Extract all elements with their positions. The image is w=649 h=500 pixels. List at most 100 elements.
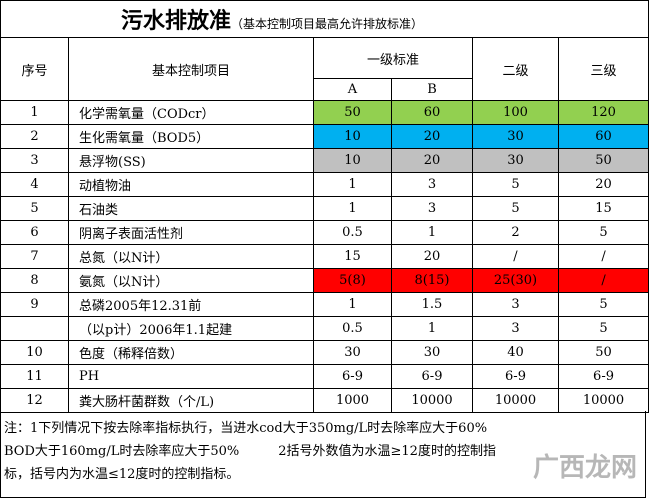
seq-cell: 6 [0, 220, 69, 245]
value-cell: 1000 [313, 388, 392, 413]
value-cell: 20 [557, 172, 649, 197]
item-cell: 粪大肠杆菌群数（个/L) [68, 388, 314, 413]
value-cell: 20 [391, 148, 473, 173]
header-cell: B [391, 78, 473, 101]
notes: 注：1下列情况下按去除率指标执行，当进水cod大于350mg/L时去除率应大于6… [0, 411, 646, 498]
seq-cell: 8 [0, 268, 69, 293]
data-row: 3 悬浮物(SS) 10 20 30 50 [0, 148, 649, 173]
value-cell: 50 [313, 100, 392, 125]
seq-cell: 1 [0, 100, 69, 125]
value-cell: 15 [557, 196, 649, 221]
value-cell: 50 [557, 340, 649, 365]
value-cell: 30 [391, 340, 473, 365]
value-cell: 3 [391, 196, 473, 221]
header-cell: 一级标准 [313, 37, 473, 79]
item-cell: 阴离子表面活性剂 [68, 220, 314, 245]
header-row: A B [1, 78, 649, 101]
note-line: 注：1下列情况下按去除率指标执行，当进水cod大于350mg/L时去除率应大于6… [4, 421, 488, 436]
item-cell: 悬浮物(SS) [68, 148, 314, 173]
watermark: 广西龙网 [532, 453, 637, 483]
value-cell: 40 [472, 340, 559, 365]
item-cell: 化学需氧量（CODcr） [68, 100, 314, 125]
item-cell: 总氮（以N计） [68, 244, 314, 269]
note-line: 标，括号内为水温≤12度时的控制指标。 [4, 467, 240, 482]
value-cell: 1 [391, 316, 473, 341]
value-cell: 6-9 [472, 364, 559, 389]
value-cell: 20 [391, 244, 473, 269]
item-cell: 色度（稀释倍数） [68, 340, 314, 365]
value-cell: 120 [557, 100, 649, 125]
value-cell: 1.5 [391, 292, 473, 317]
header-cell: A [313, 78, 392, 101]
seq-cell [0, 316, 69, 341]
value-cell: 10 [313, 148, 392, 173]
value-cell: 0.5 [313, 316, 392, 341]
data-row: 7 总氮（以N计） 15 20// [0, 244, 649, 269]
value-cell: 1 [313, 172, 392, 197]
value-cell: 60 [391, 100, 473, 125]
value-cell: 1 [313, 292, 392, 317]
item-cell: PH [68, 364, 314, 389]
data-row: （以p计）2006年1.1起建 0.5 1 3 5 [0, 316, 649, 341]
value-cell: 20 [391, 124, 473, 149]
value-cell: 25(30) [472, 268, 559, 293]
value-cell: / [557, 244, 649, 269]
value-cell: 5(8) [313, 268, 392, 293]
title-cell: 污水排放准（基本控制项目最高允许排放标准） [0, 0, 649, 38]
item-cell: 总磷2005年12.31前 [68, 292, 314, 317]
seq-cell: 10 [0, 340, 69, 365]
value-cell: 30 [472, 148, 559, 173]
seq-cell: 11 [0, 364, 69, 389]
value-cell: 0.5 [313, 220, 392, 245]
value-cell: 1 [391, 220, 473, 245]
value-cell: 30 [313, 340, 392, 365]
value-cell: 1 [313, 196, 392, 221]
header-cell: 序号 [0, 37, 69, 101]
data-row: 8 氨氮（以N计） 5(8) 8(15) 25(30) / [0, 268, 649, 293]
data-row: 5 石油类 1 3 5 15 [0, 196, 649, 221]
value-cell: 6-9 [557, 364, 649, 389]
subtitle: （基本控制项目最高允许排放标准） [231, 17, 424, 31]
value-cell: 5 [557, 292, 649, 317]
value-cell: / [557, 268, 649, 293]
value-cell: 15 [313, 244, 392, 269]
title: 污水排放准 [121, 8, 232, 34]
value-cell: 10000 [391, 388, 473, 413]
seq-cell: 4 [0, 172, 69, 197]
value-cell: 5 [472, 196, 559, 221]
value-cell: 30 [472, 124, 559, 149]
value-cell: 100 [472, 100, 559, 125]
seq-cell: 12 [0, 388, 69, 413]
seq-cell: 5 [0, 196, 69, 221]
seq-cell: 2 [0, 124, 69, 149]
value-cell: 5 [557, 316, 649, 341]
header-cell: 基本控制项目 [68, 37, 314, 101]
data-row: 12 粪大肠杆菌群数（个/L) 1000 10000 10000 10000 [0, 388, 649, 413]
value-cell: 3 [391, 172, 473, 197]
data-row: 11 PH 6-9 6-9 6-9 6-9 [0, 364, 649, 389]
standards-table: 污水排放准（基本控制项目最高允许排放标准） 序号 基本控制项目 一级标准 二级 … [0, 0, 649, 413]
data-row: 4 动植物油 1 3 5 20 [0, 172, 649, 197]
note-line: BOD大于160mg/L时去除率应大于50% 2括号外数值为水温≥12度时的控制… [4, 444, 496, 459]
value-cell: 6-9 [313, 364, 392, 389]
title-row: 污水排放准（基本控制项目最高允许排放标准） [0, 0, 649, 38]
value-cell: 3 [472, 316, 559, 341]
data-row: 6 阴离子表面活性剂 0.5 1 2 5 [0, 220, 649, 245]
seq-cell: 9 [0, 292, 69, 317]
value-cell: 10 [313, 124, 392, 149]
header-cell: 三级 [557, 37, 649, 101]
seq-cell: 3 [0, 148, 69, 173]
item-cell: 生化需氧量（BOD5） [68, 124, 314, 149]
seq-cell: 7 [0, 244, 69, 269]
data-row: 10 色度（稀释倍数） 30 30 40 50 [0, 340, 649, 365]
value-cell: 2 [472, 220, 559, 245]
header-cell: 二级 [472, 37, 559, 101]
data-row: 2 生化需氧量（BOD5） 10 20 30 60 [0, 124, 649, 149]
value-cell: 5 [557, 220, 649, 245]
value-cell: 3 [472, 292, 559, 317]
value-cell: 50 [557, 148, 649, 173]
value-cell: 8(15) [391, 268, 473, 293]
data-row: 9 总磷2005年12.31前 1 1.5 3 5 [0, 292, 649, 317]
data-row: 1 化学需氧量（CODcr） 50 60 100 120 [0, 100, 649, 125]
value-cell: 60 [557, 124, 649, 149]
